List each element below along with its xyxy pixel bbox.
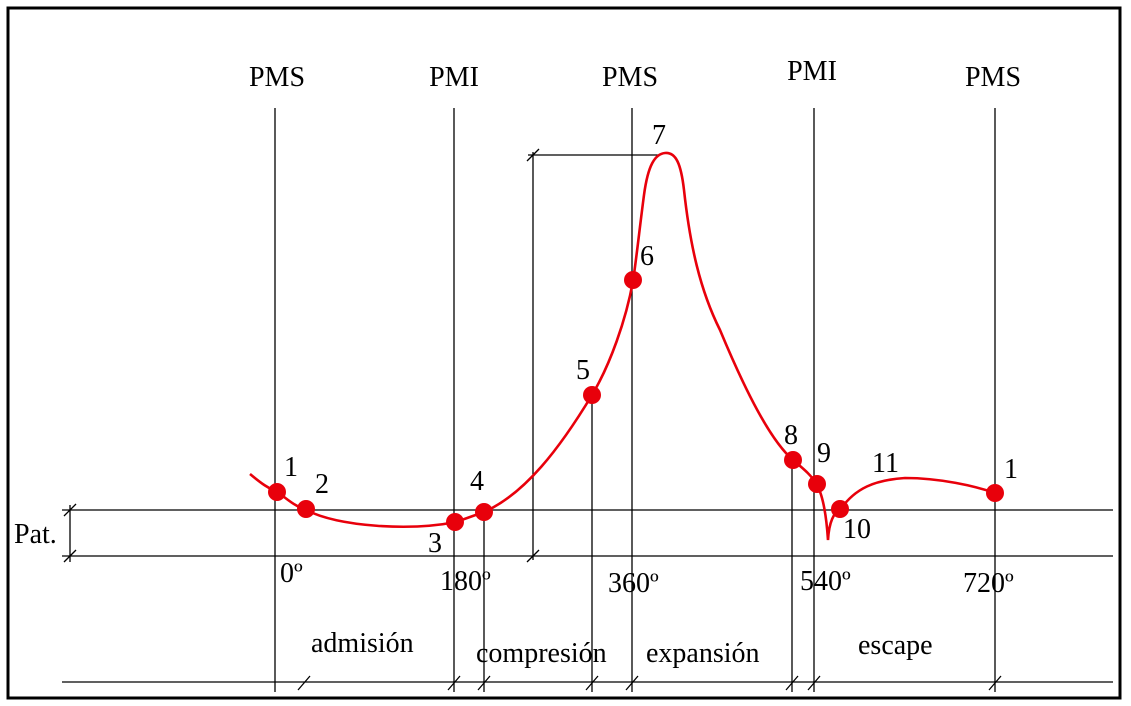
- point-marker-10: [831, 500, 849, 518]
- bdc-label-540: PMI: [787, 56, 837, 87]
- point-label: 11: [872, 448, 899, 479]
- point-label: 3: [428, 528, 442, 559]
- tick: [526, 148, 540, 162]
- tick: [297, 675, 311, 691]
- atmospheric-pressure-label: Pat.: [14, 519, 57, 550]
- point-label: 9: [817, 438, 831, 469]
- tick: [63, 503, 77, 517]
- tdc-label-720: PMS: [965, 62, 1021, 93]
- auxiliary-lines: [69, 152, 793, 692]
- pressure-curve: [249, 151, 996, 541]
- tick: [785, 675, 799, 691]
- tick: [807, 675, 821, 691]
- angle-label: 180º: [440, 566, 491, 597]
- angle-label: 360º: [608, 568, 659, 599]
- point-label: 6: [640, 241, 654, 272]
- stroke-label-expansion: expansión: [646, 638, 760, 669]
- angle-label: 0º: [280, 558, 303, 589]
- point-label: 7: [652, 120, 666, 151]
- point-marker-3: [446, 513, 464, 531]
- dead-centre-labels: PMS PMI PMS PMI PMS: [249, 56, 1021, 93]
- stroke-labels: admisión compresión expansión escape: [311, 628, 933, 669]
- point-label: 1: [1004, 454, 1018, 485]
- stroke-label-exhaust: escape: [858, 630, 933, 661]
- dead-centre-lines: [274, 108, 996, 692]
- angle-labels: 0º 180º 360º 540º 720º: [280, 558, 1014, 599]
- point-label: 1: [284, 452, 298, 483]
- point-label: 2: [315, 469, 329, 500]
- tdc-label-360: PMS: [602, 62, 658, 93]
- point-marker-4: [475, 503, 493, 521]
- point-label: 10: [843, 514, 871, 545]
- point-marker-6: [624, 271, 642, 289]
- point-marker-1-end: [986, 484, 1004, 502]
- tick-marks: [63, 148, 1002, 691]
- tick: [447, 675, 461, 691]
- tick: [63, 549, 77, 563]
- point-marker-2: [297, 500, 315, 518]
- bdc-label-180: PMI: [429, 62, 479, 93]
- tick: [526, 549, 540, 563]
- point-label: 8: [784, 420, 798, 451]
- point-label: 5: [576, 355, 590, 386]
- stroke-label-intake: admisión: [311, 628, 414, 659]
- stroke-label-compression: compresión: [476, 638, 607, 669]
- point-marker-9: [808, 475, 826, 493]
- angle-label: 720º: [963, 568, 1014, 599]
- point-labels: 1 2 3 4 5 6 7 8 9 10 11 1: [284, 120, 1018, 559]
- frame: [6, 6, 1122, 700]
- tick: [625, 675, 639, 691]
- point-marker-5: [583, 386, 601, 404]
- point-marker-8: [784, 451, 802, 469]
- reference-lines: [62, 154, 1113, 683]
- tick: [585, 675, 599, 691]
- point-label: 4: [470, 466, 484, 497]
- tdc-label-0: PMS: [249, 62, 305, 93]
- tick: [477, 675, 491, 691]
- tick: [988, 675, 1002, 691]
- angle-label: 540º: [800, 566, 851, 597]
- curve-points: [268, 271, 1004, 531]
- point-marker-1: [268, 483, 286, 501]
